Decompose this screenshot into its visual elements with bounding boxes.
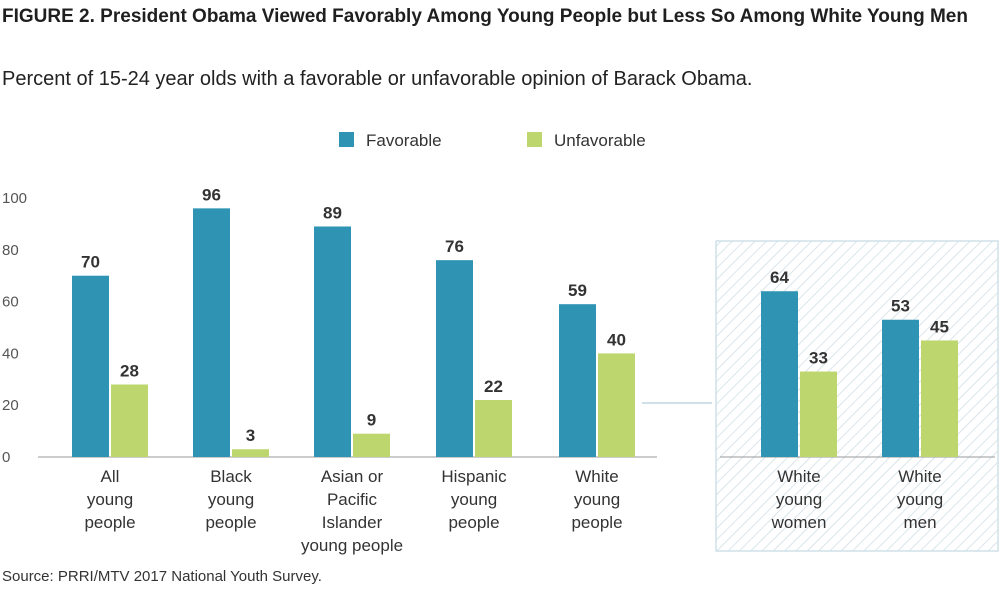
data-label: 70 [81,253,100,272]
data-label: 59 [568,281,587,300]
category-label: Black young people [205,467,256,532]
bar-unfavorable [475,400,512,457]
bar-chart: 0 20 40 60 80 100 70 96 89 76 59 64 53 28 3 9 22 40 33 45 A… [2,131,999,555]
legend-swatch-unfavorable [527,132,542,147]
bar-unfavorable [232,449,269,457]
data-label: 96 [202,185,221,204]
source-note: Source: PRRI/MTV 2017 National Youth Sur… [2,568,322,585]
y-tick-label: 20 [2,397,19,414]
legend-label-favorable: Favorable [366,131,442,150]
bar-favorable [761,291,798,457]
bar-unfavorable [598,353,635,457]
legend-label-unfavorable: Unfavorable [554,131,646,150]
bar-unfavorable [921,340,958,457]
y-tick-label: 100 [2,190,27,207]
bar-favorable [882,319,919,457]
bar-unfavorable [111,384,148,457]
bar-favorable [436,260,473,457]
chart-title: FIGURE 2. President Obama Viewed Favorab… [2,6,968,27]
chart-subtitle: Percent of 15-24 year olds with a favora… [2,68,753,90]
data-label: 89 [323,203,342,222]
data-label: 40 [607,330,626,349]
y-tick-label: 0 [2,449,10,466]
bar-unfavorable [353,433,390,457]
category-label: White young men [897,467,943,532]
data-label: 53 [891,297,910,316]
data-label: 64 [770,268,789,287]
bar-favorable [193,208,230,457]
data-label: 3 [246,426,255,445]
category-label: Asian or Pacific Islander young people [301,467,403,555]
y-tick-label: 60 [2,294,19,311]
y-tick-label: 80 [2,242,19,259]
data-label: 45 [930,317,949,336]
bar-favorable [559,304,596,457]
category-label: White young people [571,467,622,532]
data-label: 28 [120,361,139,380]
category-label: All young people [84,467,135,532]
data-label: 22 [484,377,503,396]
data-label: 33 [809,349,828,368]
bar-favorable [72,275,109,457]
data-label: 9 [367,411,376,430]
bar-favorable [314,226,351,457]
y-tick-label: 40 [2,345,19,362]
category-label: Hispanic young people [441,467,507,532]
legend: Favorable Unfavorable [339,131,646,150]
data-label: 76 [445,237,464,256]
bar-unfavorable [800,371,837,457]
category-label: White young women [771,467,827,532]
legend-swatch-favorable [339,132,354,147]
